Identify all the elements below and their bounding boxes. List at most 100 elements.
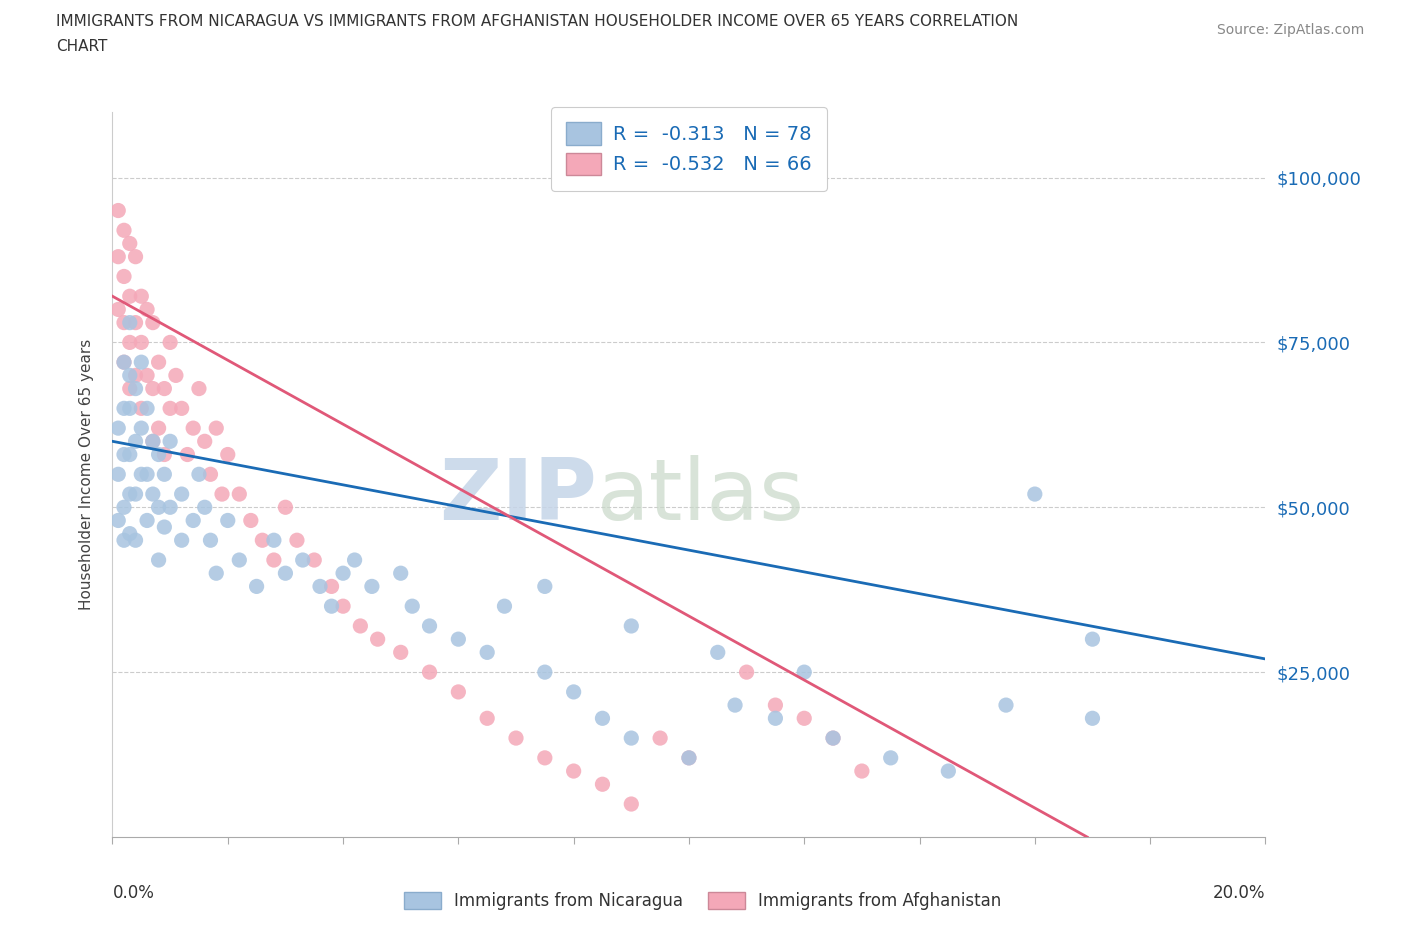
Point (142, 381, 165, 396)
Point (176, 447, 198, 462)
Point (136, 467, 159, 482)
Point (118, 368, 141, 383)
Point (142, 434, 165, 449)
Point (678, 751, 700, 765)
Point (148, 552, 170, 567)
Point (148, 420, 170, 435)
Point (153, 520, 176, 535)
Point (707, 644, 730, 659)
Point (136, 368, 159, 383)
Point (217, 513, 239, 528)
Point (124, 486, 146, 501)
Point (159, 401, 181, 416)
Point (107, 249, 129, 264)
Point (205, 565, 228, 580)
Point (124, 315, 146, 330)
Point (118, 335, 141, 350)
Point (205, 420, 228, 435)
Point (263, 552, 285, 567)
Point (592, 711, 614, 725)
Point (129, 354, 153, 369)
Point (112, 354, 135, 369)
Point (112, 499, 135, 514)
Point (181, 513, 204, 528)
Point (112, 533, 135, 548)
Point (252, 533, 274, 548)
Point (228, 552, 250, 567)
Legend: R =  -0.313   N = 78, R =  -0.532   N = 66: R = -0.313 N = 78, R = -0.532 N = 66 (551, 107, 827, 191)
Point (124, 434, 146, 449)
Point (129, 335, 153, 350)
Point (107, 467, 129, 482)
Point (447, 684, 470, 699)
Point (129, 420, 153, 435)
Point (107, 513, 129, 528)
Point (821, 731, 844, 746)
Point (142, 486, 165, 501)
Point (246, 579, 269, 594)
Point (534, 579, 557, 594)
Point (995, 698, 1018, 712)
Point (475, 711, 499, 725)
Point (263, 533, 285, 548)
Point (367, 631, 389, 646)
Point (274, 565, 297, 580)
Point (228, 486, 250, 501)
Point (129, 467, 153, 482)
Text: Source: ZipAtlas.com: Source: ZipAtlas.com (1216, 23, 1364, 37)
Point (332, 565, 354, 580)
Point (321, 599, 343, 614)
Point (735, 665, 758, 680)
Y-axis label: Householder Income Over 65 years: Householder Income Over 65 years (79, 339, 94, 610)
Point (620, 797, 643, 812)
Point (534, 665, 557, 680)
Point (118, 236, 141, 251)
Point (291, 552, 314, 567)
Point (118, 486, 141, 501)
Point (170, 486, 193, 501)
Text: IMMIGRANTS FROM NICARAGUA VS IMMIGRANTS FROM AFGHANISTAN HOUSEHOLDER INCOME OVER: IMMIGRANTS FROM NICARAGUA VS IMMIGRANTS … (56, 14, 1018, 29)
Point (389, 565, 412, 580)
Point (112, 269, 135, 284)
Point (821, 731, 844, 746)
Point (136, 401, 159, 416)
Point (239, 513, 262, 528)
Point (419, 665, 441, 680)
Point (194, 499, 217, 514)
Point (534, 751, 557, 765)
Point (349, 618, 371, 633)
Point (118, 289, 141, 304)
Point (153, 381, 176, 396)
Point (419, 618, 441, 633)
Point (142, 315, 165, 330)
Point (217, 447, 239, 462)
Point (112, 223, 135, 238)
Point (505, 731, 527, 746)
Point (724, 698, 747, 712)
Point (129, 401, 153, 416)
Point (200, 533, 222, 548)
Point (148, 354, 170, 369)
Point (765, 698, 787, 712)
Point (620, 731, 643, 746)
Point (188, 381, 211, 396)
Point (793, 711, 815, 725)
Point (188, 467, 211, 482)
Point (200, 467, 222, 482)
Point (118, 315, 141, 330)
Text: atlas: atlas (596, 455, 804, 538)
Point (148, 499, 170, 514)
Text: 20.0%: 20.0% (1213, 884, 1265, 902)
Text: ZIP: ZIP (439, 455, 596, 538)
Point (592, 777, 614, 791)
Point (112, 401, 135, 416)
Point (678, 751, 700, 765)
Point (159, 335, 181, 350)
Point (112, 447, 135, 462)
Point (620, 618, 643, 633)
Text: CHART: CHART (56, 39, 108, 54)
Point (136, 513, 159, 528)
Text: 0.0%: 0.0% (112, 884, 155, 902)
Point (124, 368, 146, 383)
Point (136, 302, 159, 317)
